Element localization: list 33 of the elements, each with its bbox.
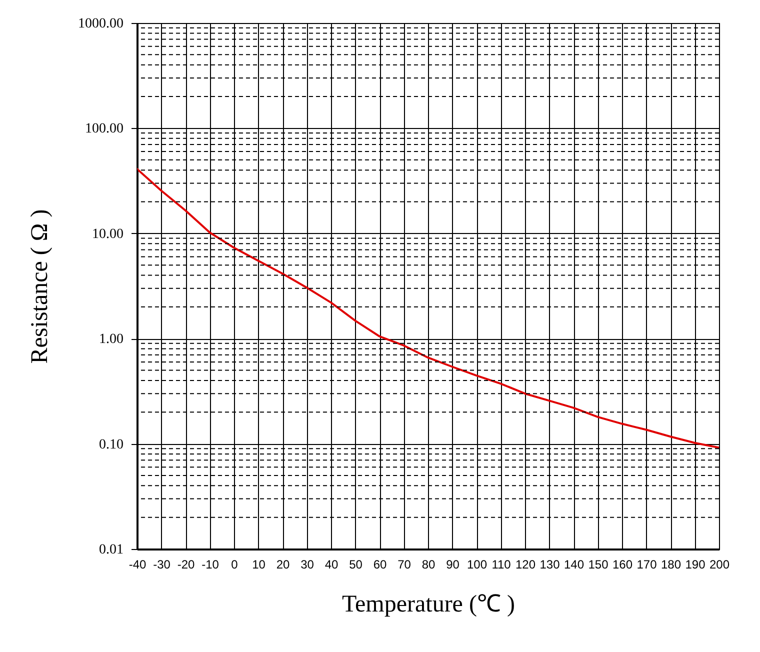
x-tick-label: -20 [177, 558, 195, 572]
x-tick-label: 180 [660, 558, 682, 572]
y-tick-label: 0.10 [99, 437, 124, 452]
x-tick-label: 30 [300, 558, 314, 572]
x-tick-label: 190 [685, 558, 706, 572]
y-tick-label: 1.00 [99, 332, 124, 348]
x-tick-label: 100 [466, 558, 488, 572]
x-tick-label: 20 [276, 558, 290, 572]
x-tick-label: 130 [540, 558, 560, 572]
x-axis-title: Temperature (℃ ) [342, 592, 515, 618]
x-tick-label: 50 [349, 558, 363, 572]
x-tick-label: 110 [492, 558, 512, 572]
x-tick-label: 0 [231, 558, 238, 572]
x-tick-label: 200 [709, 558, 730, 572]
x-tick-label: 160 [612, 558, 633, 572]
y-tick-label: 1000.00 [78, 16, 124, 32]
x-tick-label: 70 [398, 558, 412, 572]
x-tick-label: -30 [153, 558, 171, 572]
x-tick-label: 90 [446, 558, 460, 572]
x-tick-label: 10 [252, 558, 266, 572]
y-tick-label: 100.00 [85, 122, 124, 137]
x-tick-label: 150 [588, 558, 609, 572]
x-tick-label: 60 [373, 558, 387, 572]
x-tick-label: -40 [128, 558, 146, 572]
x-tick-label: 120 [515, 558, 536, 572]
y-tick-label: 0.01 [99, 542, 124, 558]
y-tick-label: 10.00 [92, 226, 124, 242]
x-tick-label: -10 [202, 558, 220, 572]
x-tick-label: 140 [564, 558, 584, 572]
y-axis-title: Resistance ( Ω ) [27, 209, 53, 364]
x-tick-label: 40 [324, 558, 338, 572]
x-tick-label: 80 [422, 558, 436, 572]
x-tick-label: 170 [636, 558, 658, 572]
